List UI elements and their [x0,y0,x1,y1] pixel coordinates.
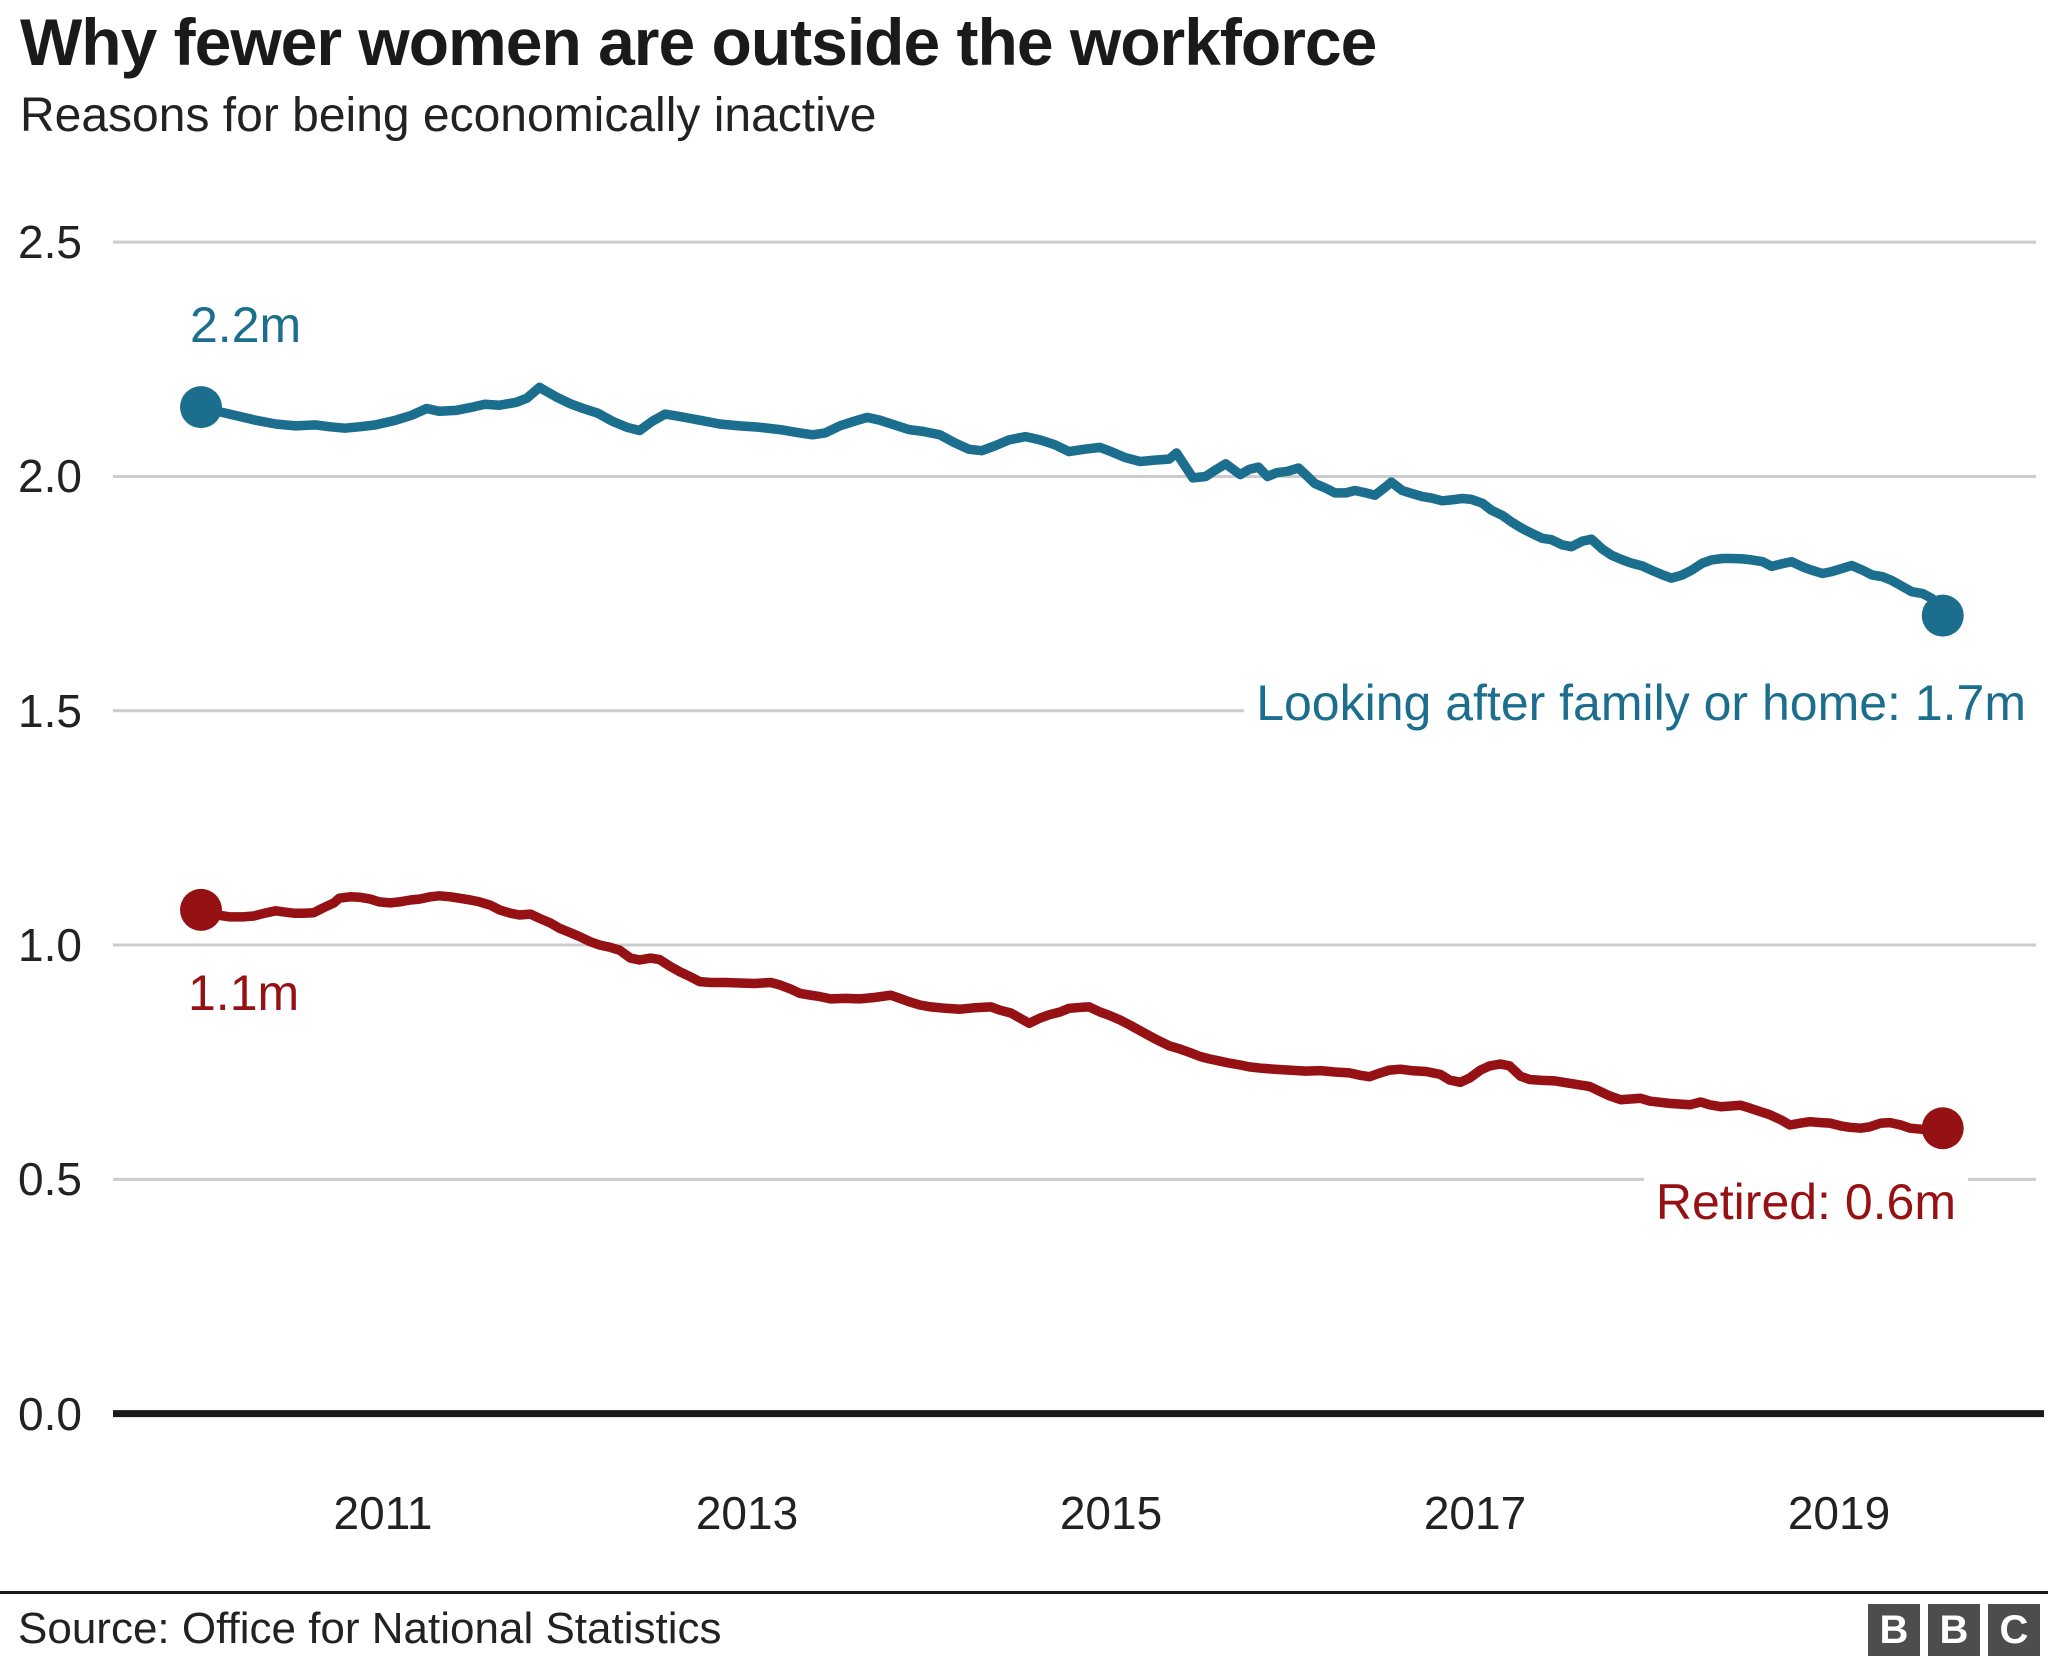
footer-divider [0,1591,2048,1594]
x-tick-label: 2019 [1787,1487,1891,1539]
bbc-logo-letter: B [1868,1604,1920,1656]
x-tick-label: 2013 [695,1487,799,1539]
bbc-logo-letter: C [1988,1604,2040,1656]
y-tick-label: 0.5 [18,1153,82,1206]
annotation-retired-start-value: 1.1m [188,965,300,1021]
series-line-red [196,891,1948,1135]
series-start-dot-red [180,888,222,931]
series-start-dot-blue [180,386,222,429]
series-end-dot-blue [1921,594,1964,637]
y-tick-label: 2.5 [18,216,82,269]
page-subtitle: Reasons for being economically inactive [20,89,877,142]
x-tick-label: 2011 [333,1487,433,1539]
x-tick-label: 2017 [1423,1487,1527,1539]
y-tick-label: 0.0 [18,1387,82,1440]
annotation-family-series-label: Looking after family or home: 1.7m [1244,674,2038,732]
series-end-dot-red [1921,1107,1964,1150]
source-credit: Source: Office for National Statistics [18,1604,722,1653]
x-tick-label: 2015 [1059,1487,1163,1539]
y-tick-label: 1.0 [18,919,82,972]
annotation-family-start-value: 2.2m [190,297,302,353]
page-title: Why fewer women are outside the workforc… [20,5,1377,79]
y-tick-label: 1.5 [18,684,82,737]
bbc-logo-letter: B [1928,1604,1980,1656]
bbc-logo: B B C [1868,1604,2040,1656]
y-tick-label: 2.0 [18,450,82,503]
series-line-blue [196,382,1948,621]
annotation-retired-series-label: Retired: 0.6m [1643,1173,1968,1231]
